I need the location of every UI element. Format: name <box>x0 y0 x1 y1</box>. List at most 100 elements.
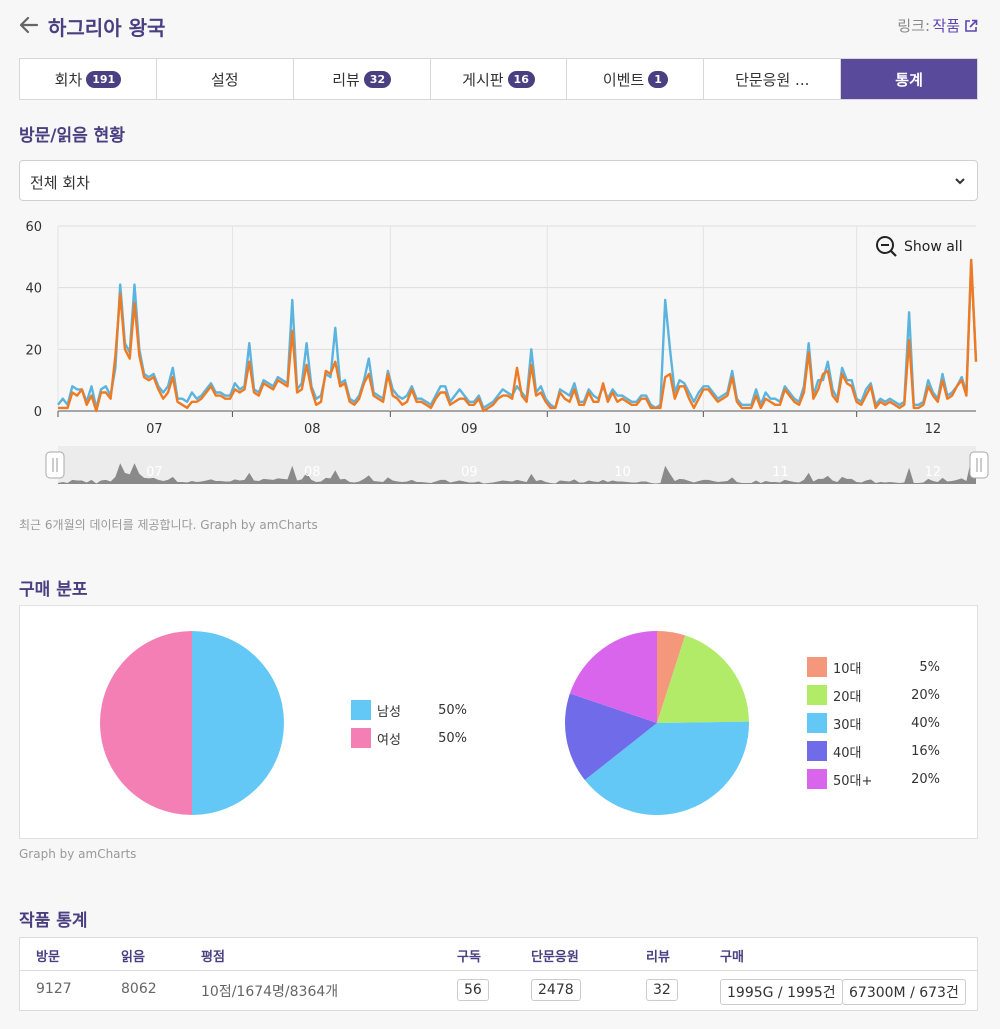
legend-item[interactable]: 40대 16% <box>807 741 940 761</box>
tab-label: 설정 <box>210 70 239 89</box>
scrollbar-label: 07 <box>146 465 163 480</box>
work-link[interactable]: 작품 <box>932 15 978 36</box>
legend-swatch <box>807 685 827 705</box>
legend-swatch <box>351 700 371 720</box>
tab-events[interactable]: 이벤트 1 <box>567 59 705 99</box>
zoom-out-icon-handle <box>890 250 897 257</box>
legend-swatch <box>807 713 827 733</box>
legend-label: 여성 <box>377 732 401 748</box>
legend-item[interactable]: 남성 50% <box>351 700 467 720</box>
legend-value: 50% <box>438 730 467 746</box>
legend-value: 20% <box>911 771 940 787</box>
handle-body <box>969 451 989 479</box>
external-link-icon <box>965 19 978 32</box>
stats-table: 방문 읽음 평점 구독 단문응원 리뷰 구매 9127 8062 10점/167… <box>19 937 978 1011</box>
handle-body <box>45 451 65 479</box>
gender-pie-chart <box>100 631 284 815</box>
legend-item[interactable]: 30대 40% <box>807 713 940 733</box>
legend-item[interactable]: 10대 5% <box>807 657 940 677</box>
legend-label: 20대 <box>833 689 862 705</box>
tab-label: 회차 <box>54 70 83 89</box>
tab-reviews[interactable]: 리뷰 32 <box>294 59 431 99</box>
legend-swatch <box>807 657 827 677</box>
column-header: 읽음 <box>121 950 145 965</box>
episode-select[interactable]: 전체 회차 <box>19 160 978 201</box>
tab-label: 게시판 <box>462 70 504 89</box>
column-header: 단문응원 <box>531 950 579 965</box>
x-tick-label: 09 <box>461 422 478 437</box>
page-title: 하그리아 왕국 <box>48 16 166 40</box>
pie-slice <box>584 721 749 815</box>
tab-episodes[interactable]: 회차 191 <box>20 59 157 99</box>
tab-cheers[interactable]: 단문응원 ... <box>704 59 842 99</box>
stats-section-title: 작품 통계 <box>19 911 88 931</box>
column-header: 방문 <box>36 950 60 965</box>
tab-board[interactable]: 게시판 16 <box>431 59 568 99</box>
legend-value: 20% <box>911 687 940 703</box>
legend-swatch <box>807 769 827 789</box>
tab-statistics[interactable]: 통계 <box>841 59 978 99</box>
legend-label: 30대 <box>833 717 862 733</box>
work-link-label: 작품 <box>932 17 960 35</box>
purchase-gold: 1995G / 1995건 <box>720 979 843 1005</box>
rating-value: 10점/1674명/8364개 <box>201 984 339 1000</box>
purchase-section-title: 구매 분포 <box>19 580 88 600</box>
stats-value-row: 9127 8062 10점/1674명/8364개 56 2478 32 199… <box>20 972 977 1012</box>
show-all-button[interactable]: Show all <box>876 236 963 257</box>
purchase-caption: Graph by amCharts <box>19 847 137 861</box>
legend-item[interactable]: 여성 50% <box>351 728 467 748</box>
legend-value: 5% <box>919 659 940 675</box>
visits-line-chart: 0 20 40 60 07 08 09 10 11 12 Show all 07 08 09 10 11 12 <box>25 220 989 484</box>
pie-slice <box>569 631 657 723</box>
pie-slice <box>192 631 284 815</box>
x-tick-label: 08 <box>304 422 321 437</box>
count-badge: 32 <box>363 70 392 88</box>
scrollbar-label: 10 <box>614 465 631 480</box>
back-arrow-icon[interactable] <box>18 14 40 36</box>
column-header: 구매 <box>720 950 744 965</box>
column-header: 구독 <box>457 950 481 965</box>
legend-value: 16% <box>911 743 940 759</box>
read-count: 8062 <box>121 981 157 997</box>
legend-value: 40% <box>911 715 940 731</box>
tab-label: 단문응원 ... <box>735 70 810 89</box>
legend-swatch <box>351 728 371 748</box>
legend-label: 남성 <box>377 704 401 720</box>
legend-value: 50% <box>438 702 467 718</box>
legend-label: 50대+ <box>833 773 873 789</box>
count-badge: 16 <box>507 70 535 88</box>
legend-label: 10대 <box>833 661 862 677</box>
x-tick-label: 12 <box>925 422 942 437</box>
visits-caption: 최근 6개월의 데이터를 제공합니다. Graph by amCharts <box>19 518 318 532</box>
y-tick-label: 20 <box>25 343 42 358</box>
series-line-0 <box>57 258 978 410</box>
legend-swatch <box>807 741 827 761</box>
pie-slice <box>657 635 749 723</box>
series-line-1 <box>58 258 978 413</box>
visit-count: 9127 <box>36 981 72 997</box>
tab-settings[interactable]: 설정 <box>157 59 294 99</box>
scrollbar-left-handle[interactable] <box>45 451 65 479</box>
column-header: 평점 <box>201 950 225 965</box>
scrollbar-right-handle[interactable] <box>969 451 989 479</box>
x-tick-label: 10 <box>614 422 631 437</box>
scrollbar-label: 08 <box>304 465 321 480</box>
pie-slice <box>657 631 686 723</box>
pie-slice <box>100 631 192 815</box>
show-all-label: Show all <box>904 239 963 255</box>
y-tick-label: 60 <box>25 220 42 235</box>
count-badge: 191 <box>86 70 122 88</box>
pie-slice <box>565 693 657 781</box>
legend-item[interactable]: 20대 20% <box>807 685 940 705</box>
legend-item[interactable]: 50대+ 20% <box>807 769 940 789</box>
x-tick-label: 11 <box>772 422 789 437</box>
y-tick-label: 0 <box>34 405 42 420</box>
episode-select-value: 전체 회차 <box>30 174 90 192</box>
review-count: 32 <box>646 979 678 1001</box>
scrollbar-preview <box>58 459 976 484</box>
scrollbar-label: 09 <box>461 465 478 480</box>
purchase-money: 67300M / 673건 <box>842 979 966 1005</box>
subscribe-count: 56 <box>457 979 489 1001</box>
purchase-pie-panel: 남성 50% 여성 50% 10대 5% 20대 20% 30대 40% 40대 16% 50대+ 20… <box>19 605 978 839</box>
count-badge: 1 <box>648 70 668 88</box>
